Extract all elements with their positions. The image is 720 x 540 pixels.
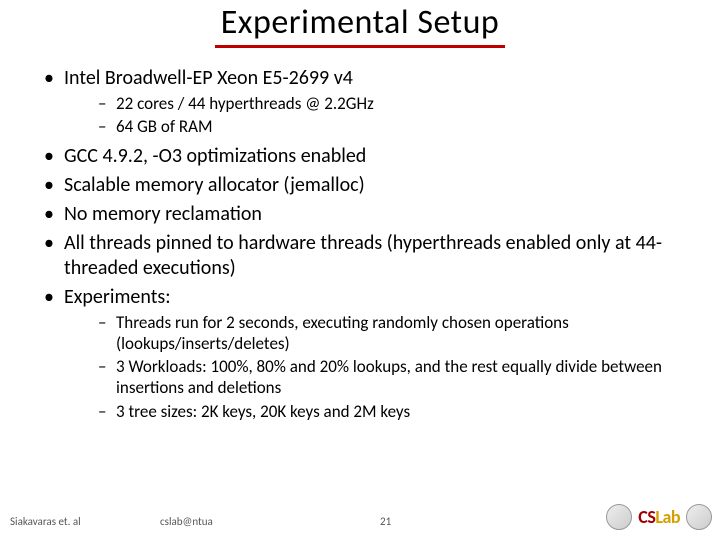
- bullet-text: Experiments:: [64, 285, 171, 309]
- bullet-item: Intel Broadwell-EP Xeon E5-2699 v4 22 co…: [44, 66, 692, 138]
- sub-bullet-list: Threads run for 2 seconds, executing ran…: [64, 312, 692, 422]
- bullet-item: All threads pinned to hardware threads (…: [44, 231, 692, 281]
- bullet-item: No memory reclamation: [44, 202, 692, 227]
- cslab-logo-part-a: CS: [638, 506, 655, 528]
- sub-bullet-item: 22 cores / 44 hyperthreads @ 2.2GHz: [98, 93, 692, 114]
- slide: Experimental Setup Intel Broadwell-EP Xe…: [0, 0, 720, 540]
- university-seal-icon: [686, 504, 712, 530]
- slide-title: Experimental Setup: [215, 2, 506, 48]
- title-wrap: Experimental Setup: [0, 0, 720, 48]
- slide-footer: Siakavaras et. al cslab@ntua 21 CSLab: [0, 494, 720, 532]
- slide-content: Intel Broadwell-EP Xeon E5-2699 v4 22 co…: [0, 48, 720, 422]
- sub-bullet-list: 22 cores / 44 hyperthreads @ 2.2GHz 64 G…: [64, 93, 692, 138]
- bullet-item: Experiments: Threads run for 2 seconds, …: [44, 285, 692, 422]
- footer-page-number: 21: [380, 515, 391, 528]
- cslab-logo: CSLab: [638, 506, 680, 528]
- footer-logos: CSLab: [606, 504, 712, 530]
- bullet-item: GCC 4.9.2, -O3 optimizations enabled: [44, 144, 692, 169]
- ntua-logo-icon: [606, 504, 632, 530]
- footer-authors: Siakavaras et. al: [10, 515, 81, 528]
- cslab-logo-part-b: Lab: [655, 506, 680, 528]
- footer-email: cslab@ntua: [160, 515, 213, 528]
- sub-bullet-item: 3 Workloads: 100%, 80% and 20% lookups, …: [98, 356, 692, 399]
- sub-bullet-item: 64 GB of RAM: [98, 116, 692, 137]
- sub-bullet-item: Threads run for 2 seconds, executing ran…: [98, 312, 692, 355]
- bullet-list: Intel Broadwell-EP Xeon E5-2699 v4 22 co…: [28, 66, 692, 422]
- sub-bullet-item: 3 tree sizes: 2K keys, 20K keys and 2M k…: [98, 401, 692, 422]
- bullet-item: Scalable memory allocator (jemalloc): [44, 173, 692, 198]
- bullet-text: Intel Broadwell-EP Xeon E5-2699 v4: [64, 66, 353, 90]
